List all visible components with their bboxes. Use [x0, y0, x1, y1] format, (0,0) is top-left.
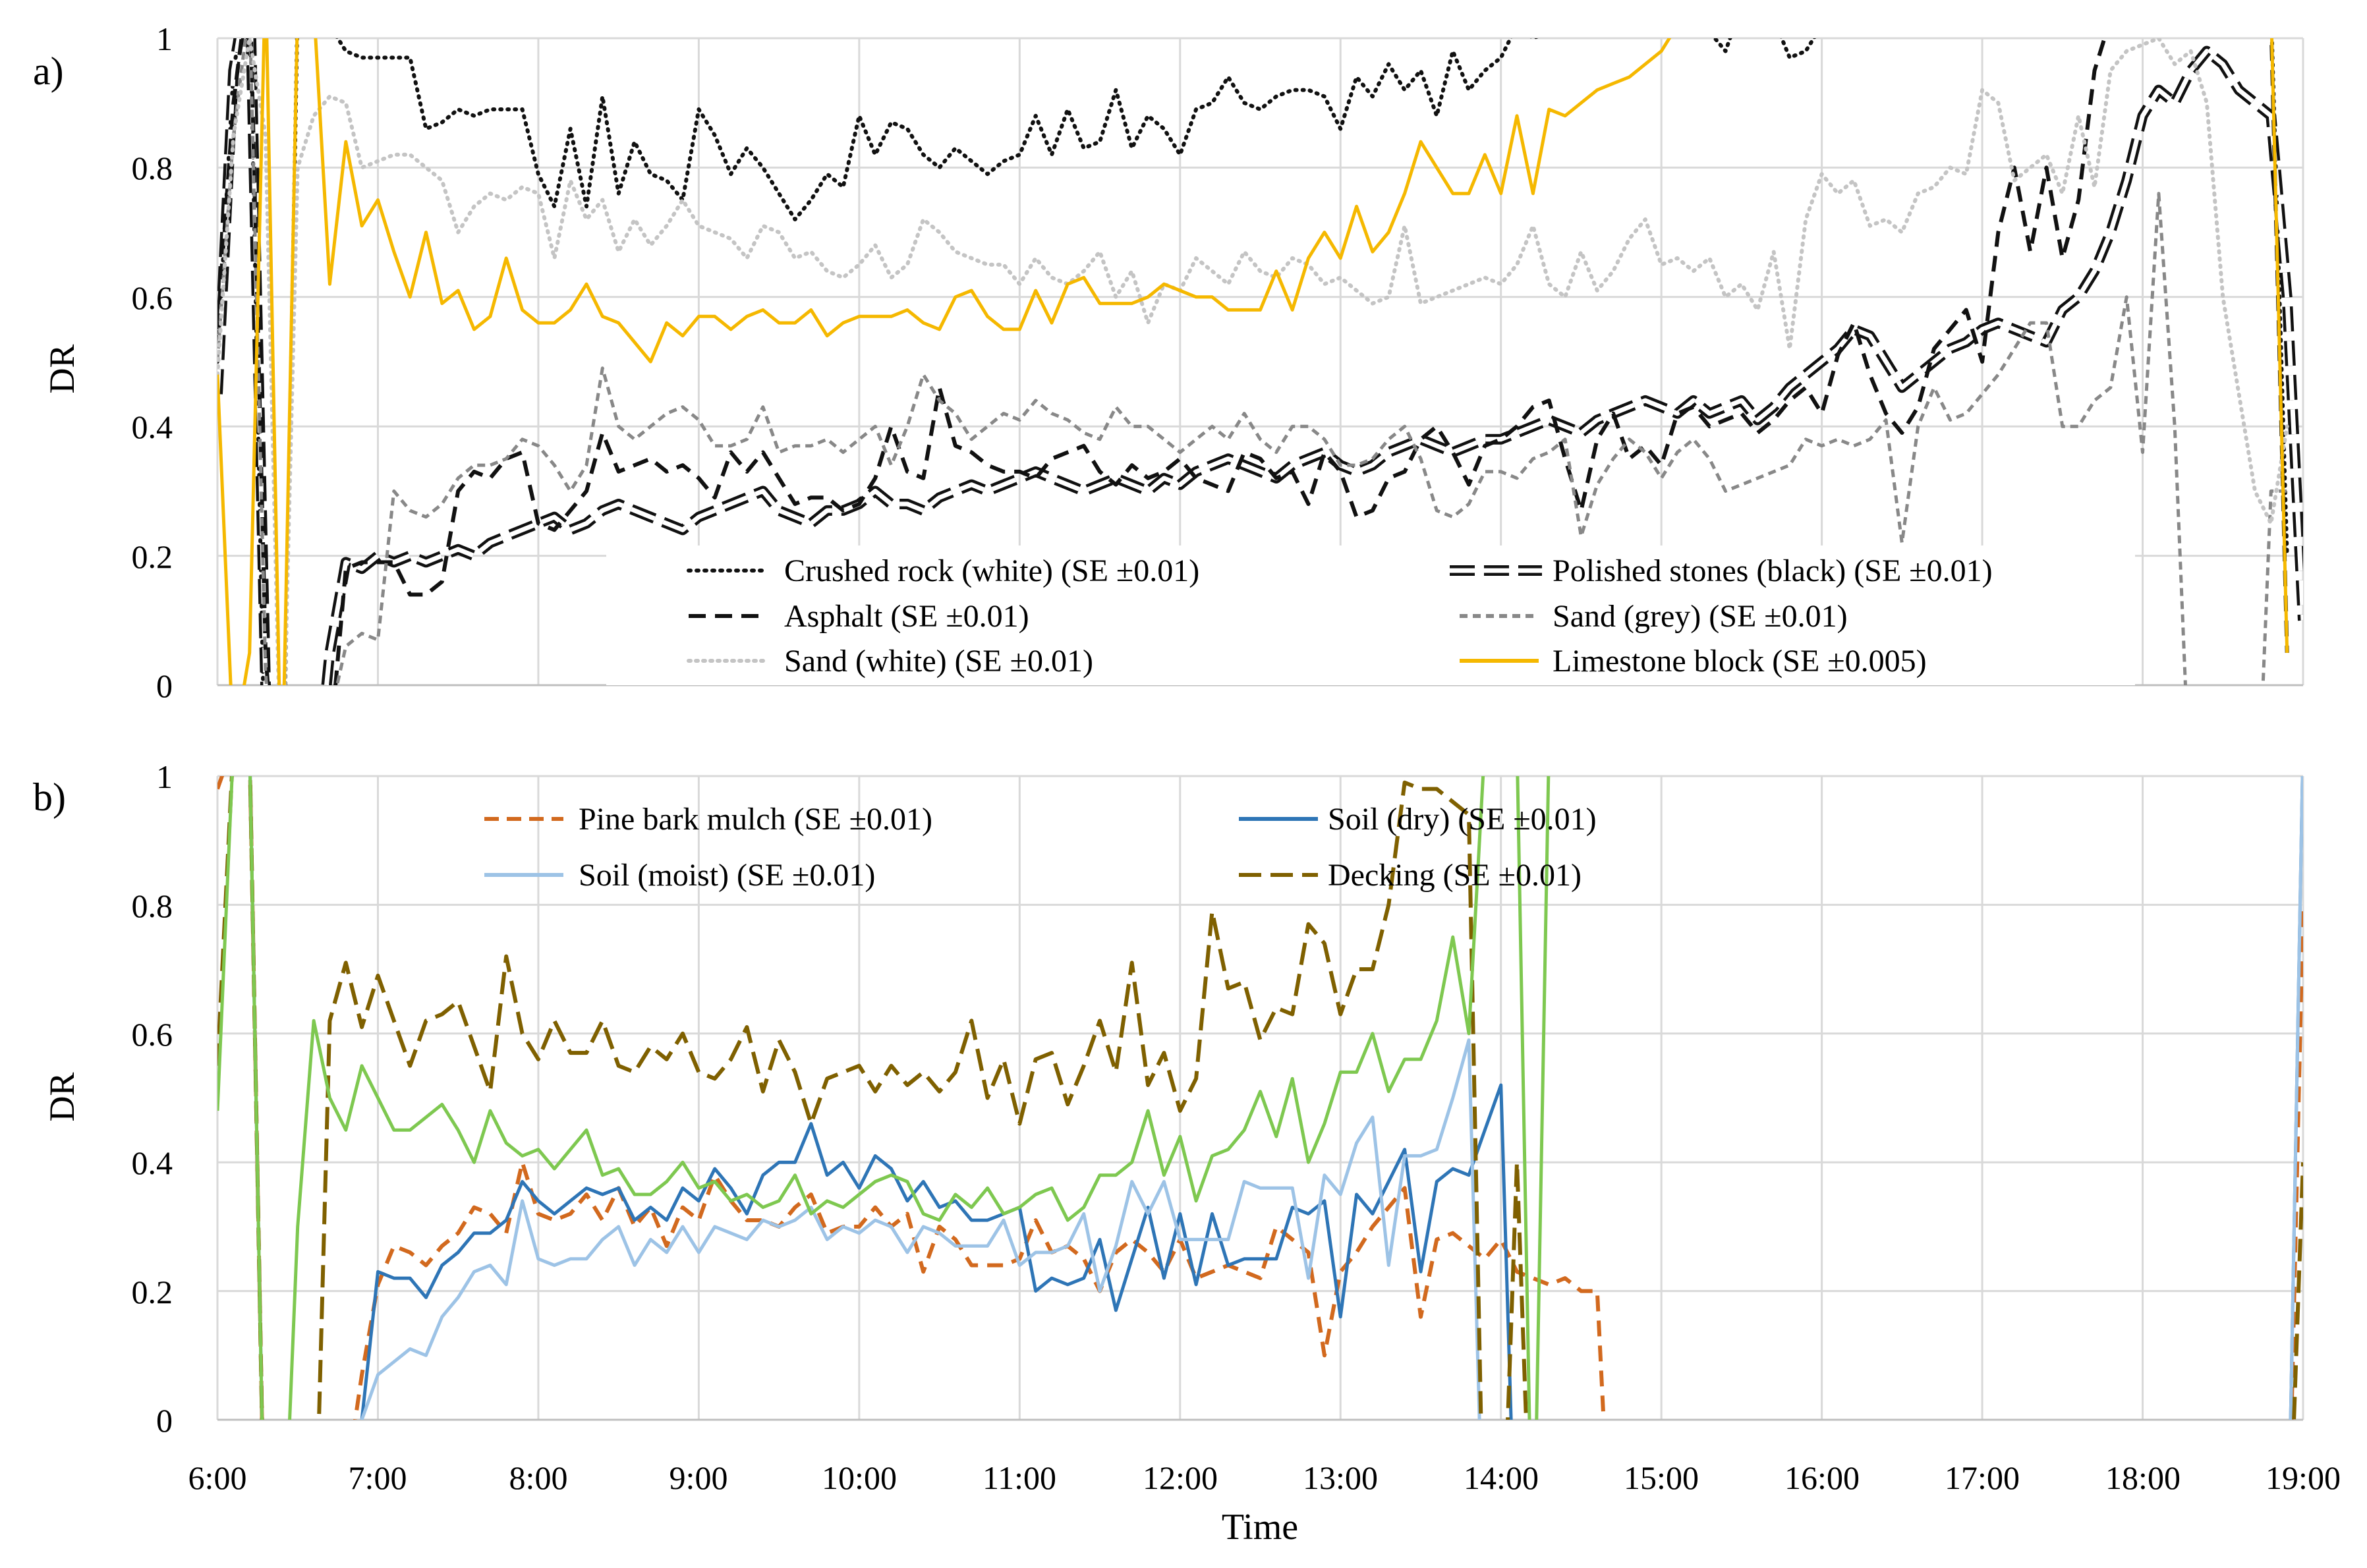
panel-b-ylabel: DR: [42, 1072, 82, 1121]
panel-b-series-3-line: [217, 776, 2303, 1420]
panel-b-series-2-line: [248, 776, 2303, 1420]
x-tick: 6:00: [188, 1459, 247, 1496]
panel-b-gridlines: [216, 775, 2304, 1421]
panel-a-label: a): [33, 49, 64, 93]
panel-a-ytick: 0.6: [132, 279, 173, 316]
legend-label-decking: Decking (SE ±0.01): [1328, 858, 1582, 893]
panel-a-series-4-line: [217, 38, 2289, 685]
panel-b-series-1-line: [248, 776, 2303, 1420]
panel-b-ytick: 0.8: [132, 887, 173, 924]
panel-a-series-2-line: [217, 38, 2289, 685]
x-tick: 12:00: [1143, 1459, 1218, 1496]
panel-b-series: [217, 776, 2303, 1420]
legend-label-pine-bark: Pine bark mulch (SE ±0.01): [579, 802, 932, 837]
x-tick: 10:00: [822, 1459, 897, 1496]
panel-a-ytick: 0.8: [132, 150, 173, 186]
panel-a-legend: Crushed rock (white) (SE ±0.01) Polished…: [606, 546, 2135, 685]
x-tick: 17:00: [1945, 1459, 2020, 1496]
panel-b-ytick: 0.4: [132, 1144, 173, 1181]
x-tick: 8:00: [509, 1459, 568, 1496]
panel-b-legend: Pine bark mulch (SE ±0.01) Soil (dry) (S…: [484, 802, 1597, 893]
x-tick: 13:00: [1303, 1459, 1378, 1496]
legend-label-polished-stones: Polished stones (black) (SE ±0.01): [1553, 553, 1993, 588]
x-tick: 11:00: [983, 1459, 1056, 1496]
panel-b-ytick: 0: [156, 1402, 173, 1439]
panel-a-legend-bg: [606, 546, 2135, 685]
x-tick: 9:00: [670, 1459, 728, 1496]
legend-label-soil-dry: Soil (dry) (SE ±0.01): [1328, 802, 1597, 837]
panel-b-series-0-line: [217, 776, 2303, 1420]
legend-label-sand-white: Sand (white) (SE ±0.01): [784, 644, 1093, 679]
panel-a-ytick: 0.2: [132, 538, 173, 575]
panel-b-yticks: 0 0.2 0.4 0.6 0.8 1: [132, 758, 173, 1439]
panel-a-ytick: 1: [156, 20, 173, 57]
x-axis-title: Time: [1222, 1507, 1298, 1548]
x-tick: 15:00: [1624, 1459, 1699, 1496]
panel-b-series-4-line: [217, 776, 1551, 1420]
panel-a-series: [217, 38, 2303, 685]
legend-label-limestone: Limestone block (SE ±0.005): [1553, 644, 1927, 679]
legend-label-asphalt: Asphalt (SE ±0.01): [784, 599, 1029, 634]
panel-a-series-3-line: [217, 38, 2287, 685]
panel-b-xticks: 6:00 7:00 8:00 9:00 10:00 11:00 12:00 13…: [188, 1459, 2341, 1496]
legend-label-soil-moist: Soil (moist) (SE ±0.01): [579, 858, 875, 893]
panel-a-ytick: 0: [156, 667, 173, 704]
legend-label-crushed-rock: Crushed rock (white) (SE ±0.01): [784, 553, 1199, 588]
x-tick: 14:00: [1464, 1459, 1539, 1496]
panel-b-ytick: 1: [156, 758, 173, 795]
x-tick: 19:00: [2266, 1459, 2341, 1496]
x-tick: 16:00: [1784, 1459, 1860, 1496]
panel-a-series-0-line: [217, 38, 2289, 685]
panel-b-ytick: 0.2: [132, 1274, 173, 1310]
panel-b: b) DR 0 0.2 0.4 0.6 0.8 1 Pine bark mulc…: [33, 758, 2341, 1548]
panel-a: a) DR 0 0.2 0.4 0.6 0.8 1 Crushed rock (…: [33, 20, 2304, 704]
legend-label-sand-grey: Sand (grey) (SE ±0.01): [1553, 599, 1848, 634]
panel-b-label: b): [33, 775, 66, 819]
x-tick: 7:00: [349, 1459, 407, 1496]
panel-b-ytick: 0.6: [132, 1016, 173, 1053]
panel-a-series-5-line: [217, 38, 2289, 685]
x-tick: 18:00: [2105, 1459, 2181, 1496]
panel-a-yticks: 0 0.2 0.4 0.6 0.8 1: [132, 20, 173, 704]
panel-a-ytick: 0.4: [132, 408, 173, 445]
panel-a-ylabel: DR: [42, 344, 82, 393]
panel-a-series-1-inner: [217, 38, 2303, 685]
